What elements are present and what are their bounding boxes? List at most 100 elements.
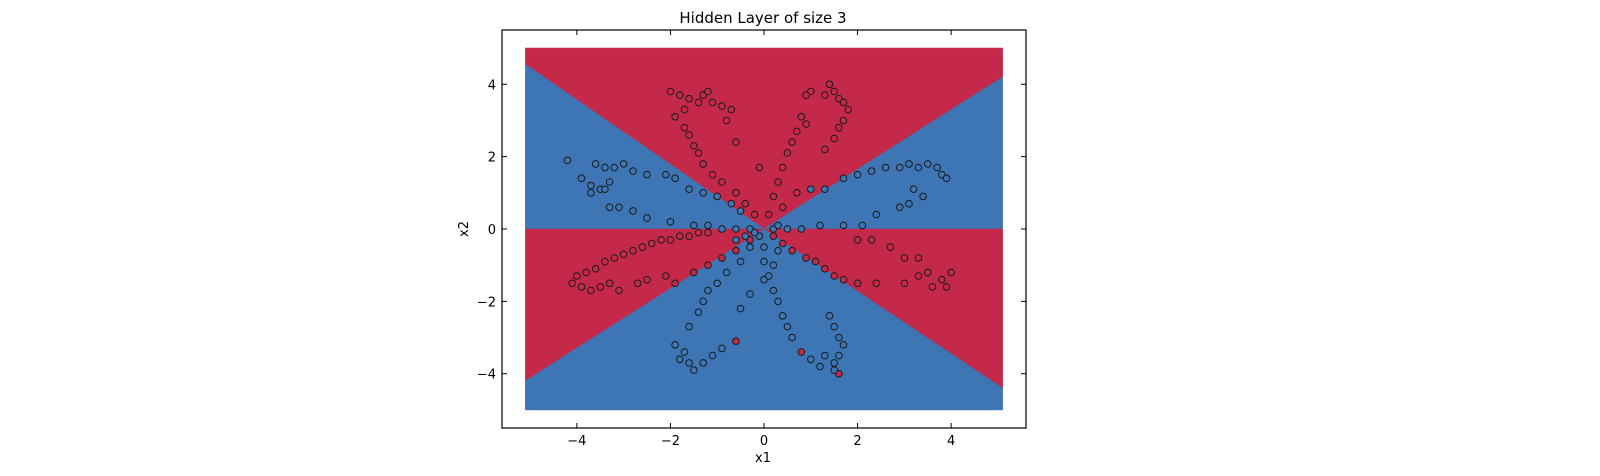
scatter-point-red	[573, 272, 581, 280]
scatter-point-blue	[881, 163, 890, 172]
scatter-point-blue	[732, 225, 740, 233]
scatter-point-red	[830, 272, 839, 280]
scatter-point-blue	[713, 192, 722, 201]
scatter-point-red	[793, 127, 801, 136]
scatter-point-red	[690, 142, 698, 150]
scatter-point-red	[928, 283, 937, 291]
scatter-point-blue	[685, 322, 693, 331]
y-tick-label: −2	[477, 295, 496, 310]
scatter-point-red	[947, 268, 955, 277]
scatter-point-blue	[835, 351, 843, 360]
scatter-point-red	[718, 254, 726, 262]
scatter-point-blue	[708, 351, 717, 360]
scatter-point-blue	[619, 160, 628, 168]
scatter-point-blue	[699, 359, 708, 367]
scatter-point-red	[900, 279, 909, 288]
scatter-point-blue	[872, 210, 881, 219]
scatter-point-blue	[905, 160, 913, 168]
scatter-point-blue	[816, 362, 824, 371]
scatter-point-blue	[760, 243, 768, 251]
scatter-point-blue	[741, 232, 750, 240]
scatter-point-red	[839, 98, 848, 107]
y-axis-label: x2	[457, 221, 472, 237]
scatter-point-red	[741, 199, 750, 208]
scatter-point-blue	[732, 236, 740, 244]
scatter-point-red	[690, 268, 698, 277]
scatter-point-red	[671, 113, 679, 121]
x-tick-label: −2	[661, 434, 680, 449]
scatter-point-red	[685, 131, 693, 139]
scatter-point-red	[732, 189, 740, 197]
scatter-point-blue	[722, 268, 731, 277]
scatter-point-red	[853, 279, 862, 288]
scatter-point-red	[680, 105, 689, 114]
y-tick-label: −4	[477, 368, 496, 383]
chart-title: Hidden Layer of size 3	[679, 9, 846, 27]
scatter-point-blue	[605, 178, 614, 186]
scatter-point-red	[914, 272, 923, 280]
scatter-point-red	[615, 286, 623, 295]
scatter-point-blue	[895, 163, 904, 172]
scatter-point-red	[582, 268, 591, 277]
scatter-point-blue	[783, 322, 792, 331]
scatter-point-red	[750, 210, 759, 219]
scatter-point-red	[666, 87, 675, 96]
scatter-point-red	[633, 279, 642, 288]
decision-regions	[525, 47, 1003, 411]
scatter-point-red	[764, 210, 773, 219]
scatter-point-blue	[774, 221, 782, 230]
scatter-point-red	[900, 254, 909, 262]
scatter-point-red	[718, 178, 726, 186]
scatter-point-red	[830, 134, 839, 143]
scatter-point-blue	[685, 185, 693, 193]
scatter-point-blue	[783, 225, 792, 233]
scatter-point-blue	[853, 170, 862, 179]
scatter-point-blue	[839, 174, 848, 183]
scatter-point-red	[825, 80, 834, 89]
scatter-point-red	[783, 149, 792, 157]
scatter-point-blue	[713, 279, 722, 288]
scatter-point-blue	[563, 156, 572, 165]
scatter-point-blue	[750, 228, 759, 237]
scatter-point-blue	[825, 312, 834, 320]
scatter-point-red	[676, 232, 684, 240]
scatter-point-blue	[690, 221, 698, 230]
scatter-point-red	[774, 178, 782, 186]
scatter-point-red	[708, 98, 717, 107]
scatter-point-red	[755, 163, 764, 172]
scatter-point-red	[685, 94, 693, 103]
scatter-point-blue	[839, 341, 848, 349]
scatter-point-red	[718, 102, 726, 110]
scatter-point-blue	[680, 348, 689, 356]
scatter-point-blue	[718, 344, 726, 353]
scatter-point-blue	[769, 286, 778, 295]
scatter-point-red	[797, 113, 806, 121]
x-tick-label: 2	[853, 434, 861, 449]
scatter-point-red	[797, 348, 806, 356]
scatter-point-blue	[835, 333, 843, 342]
scatter-point-blue	[643, 214, 651, 222]
scatter-point-red	[568, 279, 577, 288]
scatter-point-blue	[830, 366, 839, 374]
scatter-point-red	[821, 265, 829, 273]
scatter-point-red	[778, 203, 787, 212]
scatter-point-red	[638, 243, 647, 251]
scatter-point-red	[699, 160, 708, 168]
scatter-point-red	[924, 268, 932, 277]
scatter-point-blue	[839, 221, 848, 230]
scatter-point-red	[788, 138, 796, 146]
scatter-point-blue	[601, 185, 609, 193]
scatter-point-blue	[671, 341, 679, 349]
scatter-point-blue	[587, 181, 595, 190]
scatter-point-blue	[830, 322, 839, 331]
scatter-point-red	[938, 275, 946, 284]
scatter-point-red	[605, 279, 614, 288]
scatter-point-blue	[942, 174, 951, 183]
scatter-point-red	[662, 272, 670, 280]
scatter-point-red	[844, 105, 853, 114]
scatter-point-blue	[807, 185, 815, 193]
scatter-point-blue	[643, 170, 651, 179]
scatter-point-blue	[704, 286, 712, 295]
plot-area	[501, 29, 1027, 429]
scatter-point-red	[839, 116, 848, 125]
